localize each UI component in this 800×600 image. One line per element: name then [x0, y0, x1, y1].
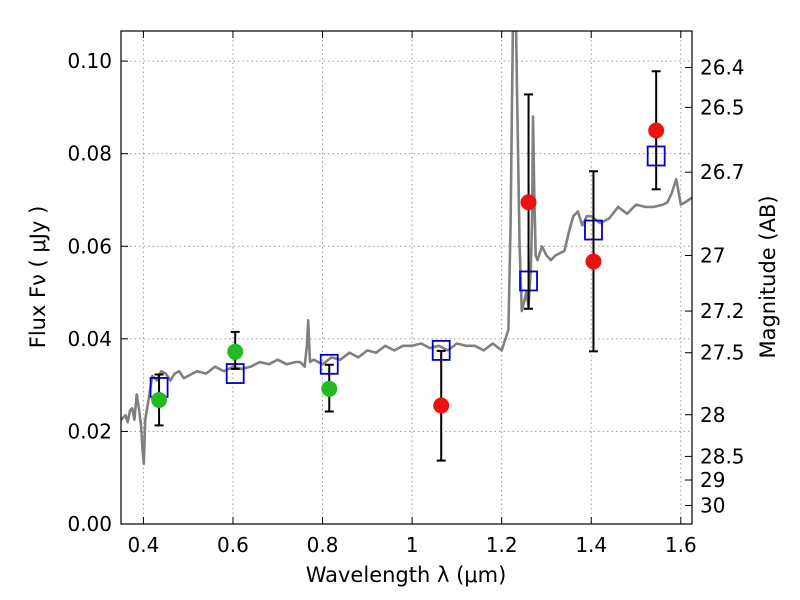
y-tick-label: 0.02	[67, 419, 112, 443]
y-tick-label: 0.08	[67, 142, 112, 166]
x-tick-label: 0.4	[127, 533, 159, 557]
x-axis-label: Wavelength λ (μm)	[306, 563, 507, 587]
green-data-point	[152, 392, 167, 407]
red-data-point	[586, 254, 601, 269]
y-tick-label: 0.00	[67, 512, 112, 536]
red-data-point	[521, 195, 536, 210]
y-tick-label: 0.10	[67, 49, 112, 73]
red-data-point	[649, 123, 664, 138]
x-tick-label: 1.2	[486, 533, 518, 557]
y2-tick-label: 27	[700, 244, 725, 268]
x-tick-label: 1.6	[665, 533, 697, 557]
y2-tick-label: 27.2	[700, 299, 745, 323]
green-data-point	[322, 381, 337, 396]
y2-tick-label: 27.5	[700, 341, 745, 365]
plot-background	[121, 31, 692, 524]
x-tick-label: 0.6	[217, 533, 249, 557]
y2-tick-label: 26.7	[700, 160, 745, 184]
y-tick-label: 0.04	[67, 327, 112, 351]
x-tick-label: 1	[406, 533, 419, 557]
y2-tick-label: 28	[700, 403, 725, 427]
x-tick-label: 1.4	[575, 533, 607, 557]
y2-tick-label: 29	[700, 468, 725, 492]
y2-tick-label: 26.5	[700, 95, 745, 119]
y2-tick-label: 26.4	[700, 56, 745, 80]
y2-tick-label: 28.5	[700, 444, 745, 468]
y-axis-label: Flux Fν ( μJy )	[26, 206, 50, 349]
red-data-point	[434, 398, 449, 413]
green-data-point	[228, 344, 243, 359]
y-tick-label: 0.06	[67, 234, 112, 258]
x-tick-label: 0.8	[307, 533, 339, 557]
y2-tick-label: 30	[700, 493, 725, 517]
y2-axis-label: Magnitude (AB)	[756, 195, 780, 358]
